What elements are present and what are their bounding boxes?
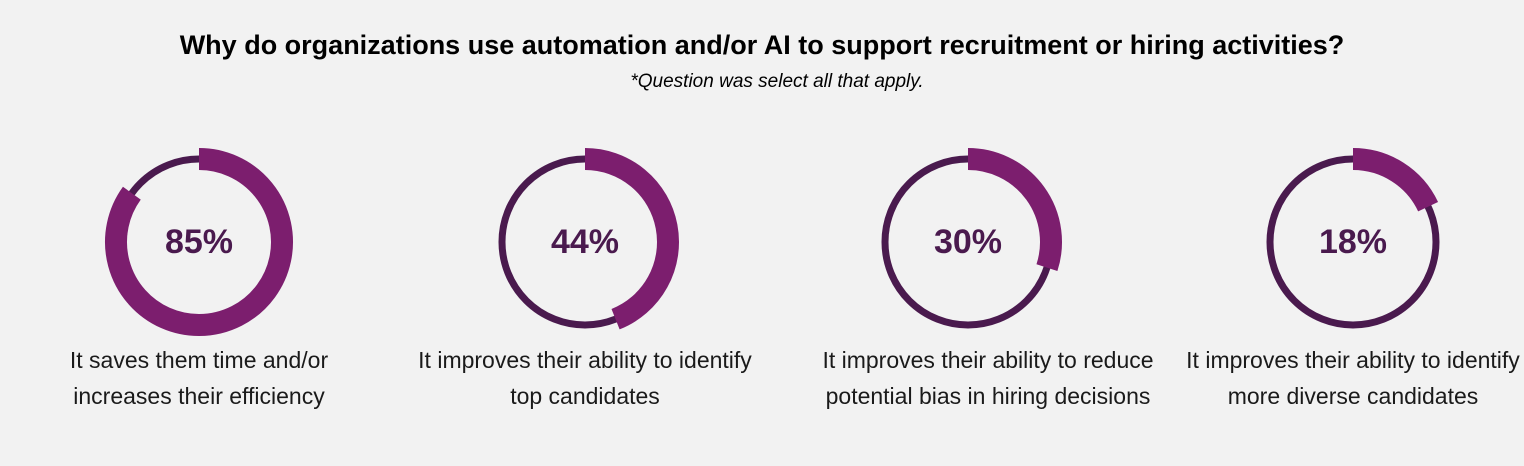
donut-chart-2: 44%: [485, 142, 685, 342]
donut-value-label: 18%: [1318, 222, 1388, 261]
donut-value-arc: [105, 148, 293, 336]
chart-subtitle: *Question was select all that apply.: [630, 71, 924, 92]
donut-svg-4: [1266, 148, 1440, 329]
donut-category-label: It improves their ability to identify mo…: [1186, 347, 1520, 409]
donut-value-label: 44%: [550, 222, 620, 261]
donut-value-label: 30%: [933, 222, 1003, 261]
donut-value-arc: [584, 148, 679, 330]
donut-category-label: It saves them time and/or increases thei…: [69, 347, 329, 409]
donut-category-label: It improves their ability to identify to…: [418, 347, 752, 409]
donut-value-label: 85%: [164, 222, 234, 261]
donut-value-arc: [1352, 148, 1439, 212]
chart-title: Why do organizations use automation and/…: [179, 30, 1345, 60]
donut-svg-3: [881, 148, 1062, 329]
donut-value-arc: [967, 148, 1062, 272]
donut-category-label: It improves their ability to reduce pote…: [822, 347, 1154, 409]
donut-chart-4: 18%: [1253, 142, 1453, 342]
donut-chart-3: 30%: [868, 142, 1068, 342]
donut-chart-1: 85%: [99, 142, 299, 342]
donut-svg-2: [498, 148, 679, 330]
donut-svg-1: [105, 148, 293, 336]
